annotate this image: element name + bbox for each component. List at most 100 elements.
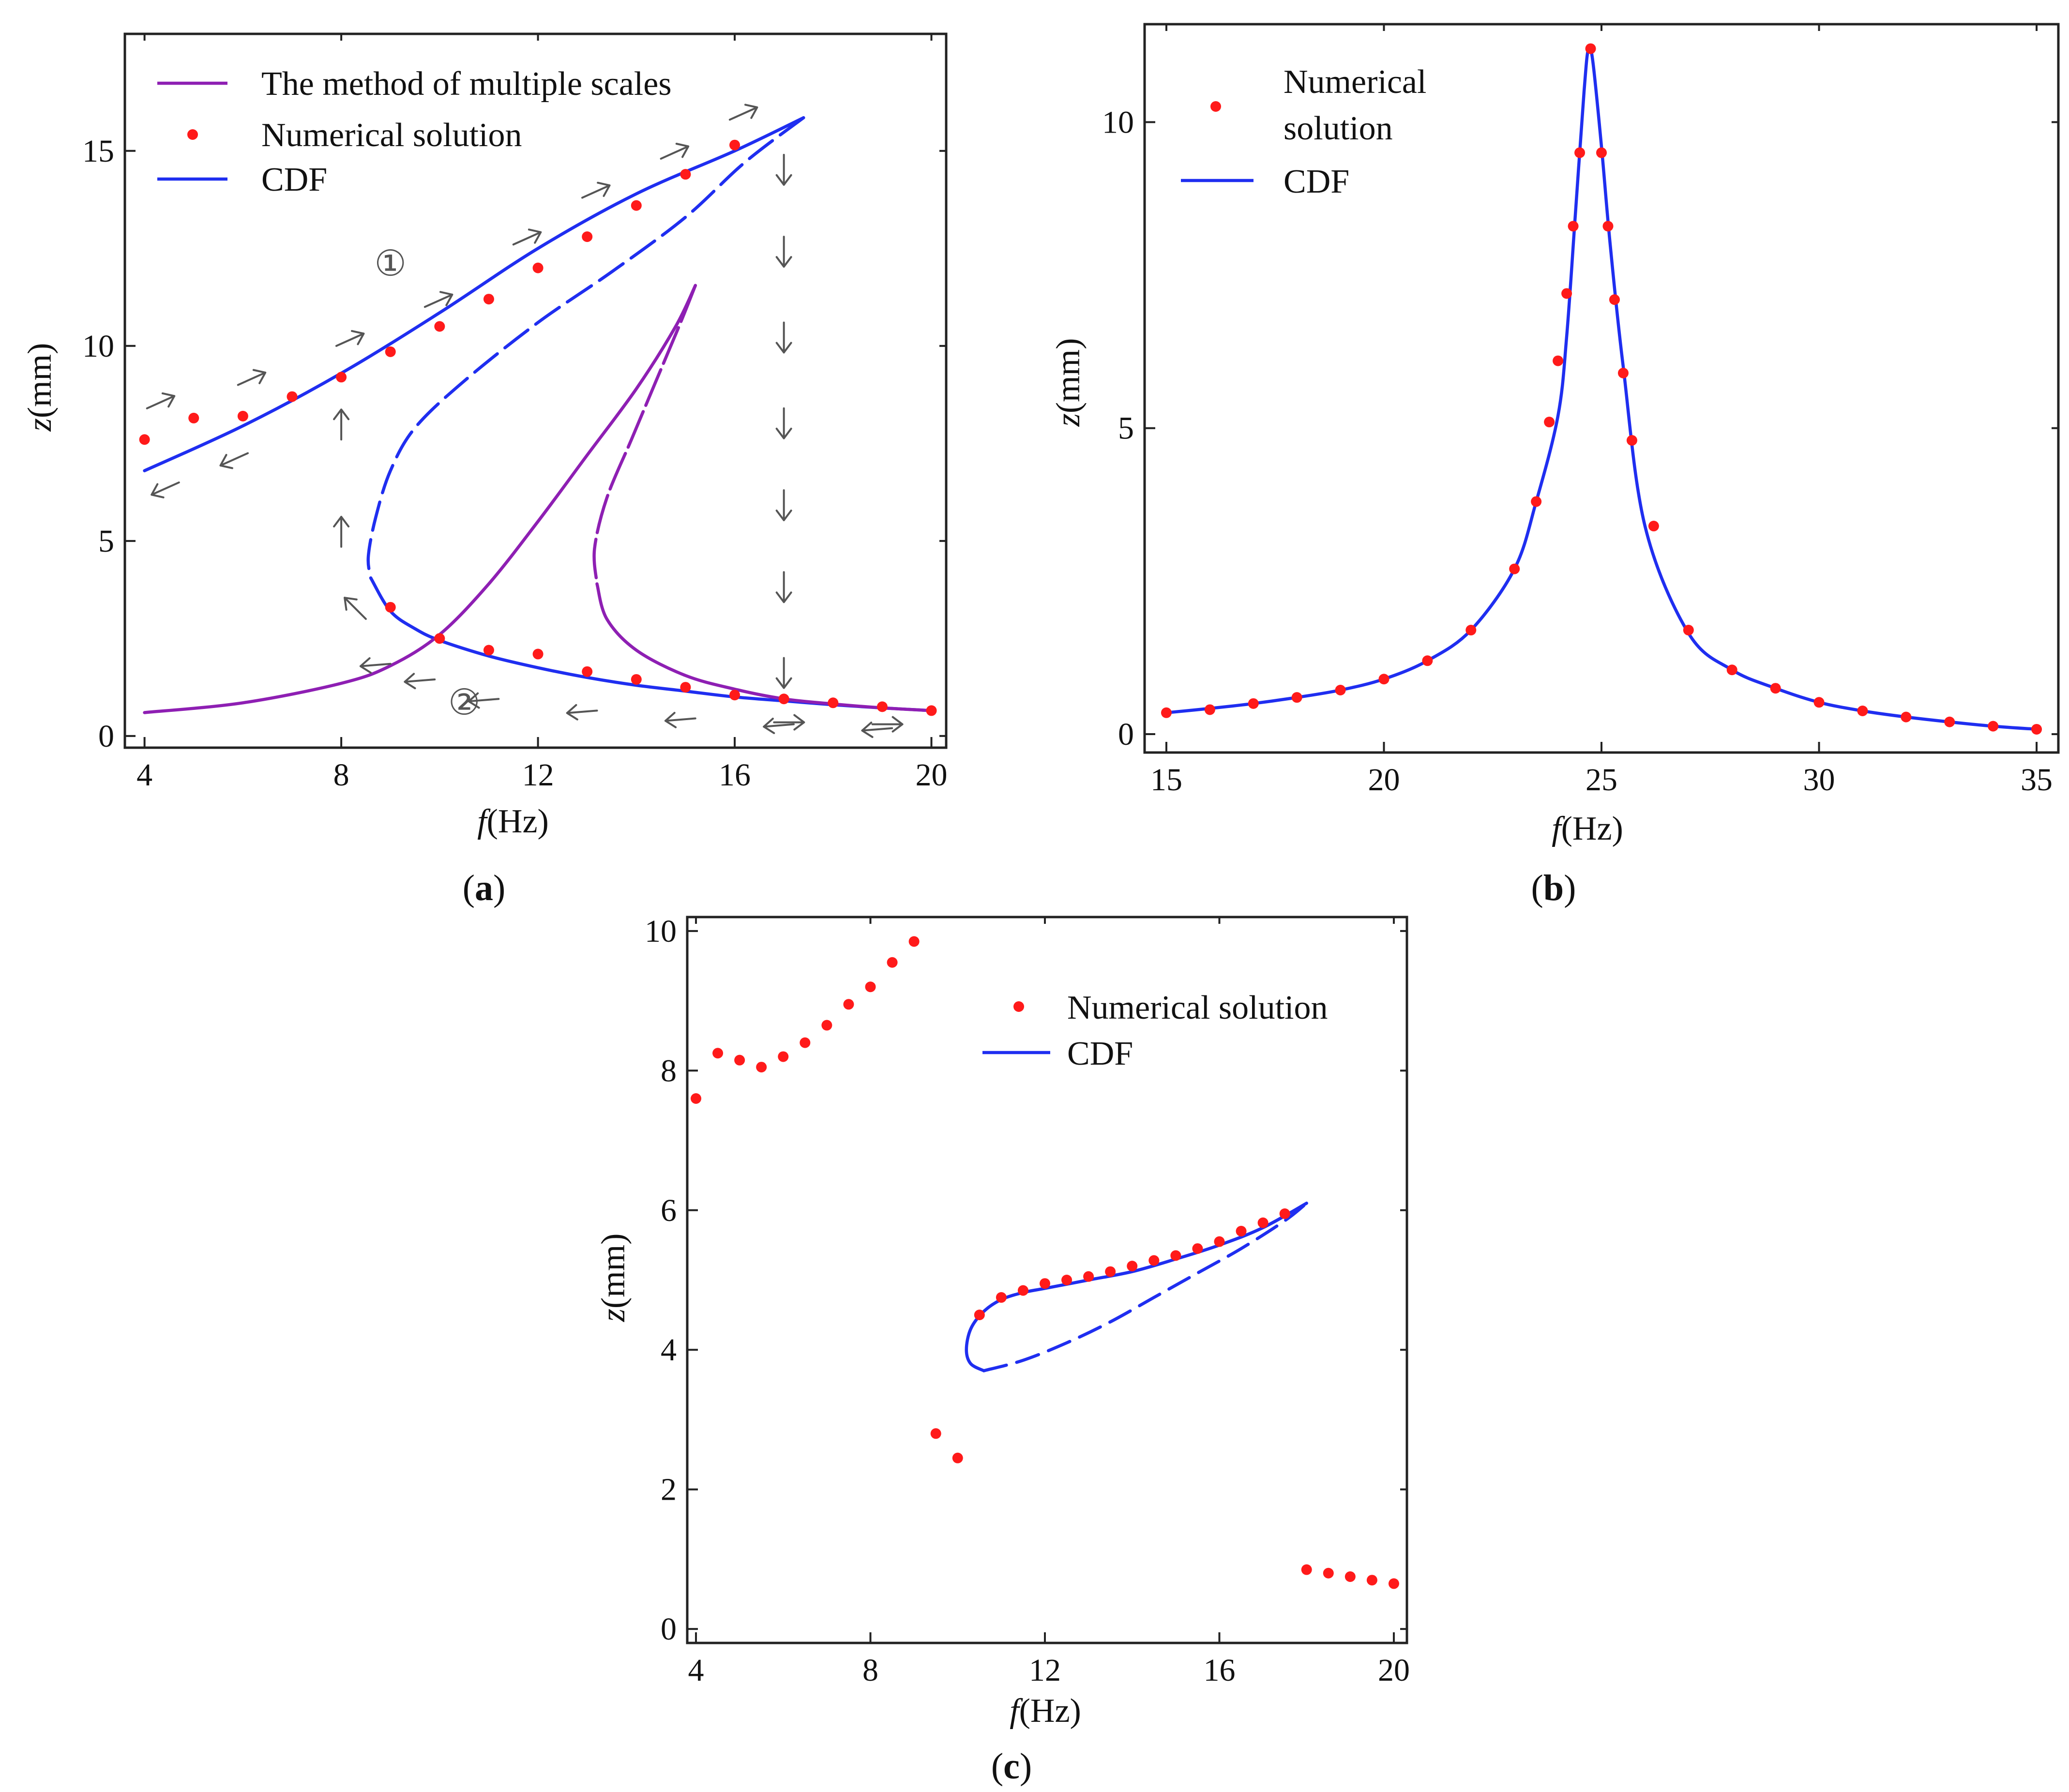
numerical-point (1148, 1255, 1160, 1266)
numerical-point (1568, 221, 1579, 232)
panel-c-ylabel: z(mm) (595, 1234, 632, 1323)
numerical-point (1344, 1571, 1356, 1582)
panel-a-frame (123, 32, 948, 749)
numerical-point (1301, 1564, 1312, 1575)
flow-arrow-icon (219, 452, 249, 469)
x-tick-label: 20 (1378, 1653, 1410, 1688)
flow-arrow-icon (151, 481, 180, 498)
flow-arrow-icon (237, 369, 267, 386)
panel-b-caption-letter: b (1543, 868, 1564, 908)
numerical-point (1602, 221, 1614, 232)
x-tick-label: 20 (1368, 762, 1400, 798)
legend-numerical-swatch (187, 129, 198, 140)
x-tick-label: 30 (1803, 762, 1835, 798)
numerical-point (434, 321, 445, 332)
numerical-point (908, 936, 920, 947)
numerical-point (1626, 435, 1637, 446)
panel-a-ylabel-unit: (mm) (21, 343, 59, 419)
numerical-point (996, 1292, 1007, 1303)
y-tick-label: 10 (82, 329, 114, 364)
numerical-point (631, 200, 642, 211)
panel-a-caption-letter: a (475, 868, 493, 908)
flow-arrow-icon (775, 236, 792, 268)
legend-numerical-swatch (1210, 101, 1221, 112)
numerical-point (843, 999, 854, 1010)
panel-c-caption: (c) (991, 1746, 1032, 1787)
numerical-point (1323, 1567, 1334, 1579)
mms-curve (143, 284, 697, 714)
numerical-point (1017, 1285, 1028, 1296)
numerical-point (1214, 1236, 1225, 1247)
panel-c-ticks: 4 8 12 16 20 0 2 4 6 8 10 (645, 914, 1410, 1688)
numerical-point (680, 169, 691, 180)
numerical-point (778, 693, 789, 705)
x-tick-label: 16 (1203, 1653, 1235, 1688)
panel-b-ticks: 15 20 25 30 35 0 5 10 (1102, 24, 2058, 798)
legend-mms-label: The method of multiple scales (261, 65, 672, 103)
numerical-point (712, 1048, 724, 1059)
legend-numerical-label-line1: Numerical (1284, 63, 1426, 101)
flow-arrow-icon (335, 330, 365, 347)
mms-curve (595, 582, 933, 712)
numerical-point (1105, 1266, 1116, 1277)
panel-b-xlabel: f(Hz) (1552, 810, 1623, 847)
panel-c-xlabel: f(Hz) (1010, 1692, 1081, 1730)
panel-b-ylabel-unit: (mm) (1050, 338, 1087, 414)
branch-2-marker: ② (448, 681, 480, 723)
x-tick-label: 4 (136, 757, 152, 793)
flow-arrow-icon (344, 597, 367, 620)
numerical-point (1770, 683, 1781, 694)
numerical-point (483, 645, 494, 656)
legend-cdf-label: CDF (261, 161, 327, 198)
x-tick-label: 35 (2021, 762, 2053, 798)
x-tick-label: 12 (522, 757, 554, 793)
panel-b-xlabel-unit: (Hz) (1561, 810, 1623, 847)
numerical-point (1561, 288, 1572, 299)
flow-arrow-icon (763, 718, 795, 734)
cdf-curve (982, 1202, 1308, 1372)
numerical-point (952, 1452, 963, 1463)
numerical-point (876, 701, 888, 712)
branch-1-marker: ① (375, 243, 407, 285)
flow-arrow-icon (581, 181, 611, 199)
panel-b-ylabel: z(mm) (1050, 338, 1087, 427)
numerical-point (1422, 655, 1433, 666)
numerical-point (1901, 711, 1912, 723)
flow-arrow-icon (359, 657, 392, 674)
numerical-point (680, 682, 691, 693)
panel-b-plot-area (1161, 43, 2042, 735)
numerical-point (1257, 1217, 1269, 1228)
numerical-point (734, 1054, 745, 1066)
numerical-point (828, 697, 839, 708)
panel-b-ylabel-var: z (1050, 413, 1087, 427)
numerical-point (385, 602, 396, 613)
numerical-point (2031, 723, 2042, 735)
numerical-point (729, 690, 740, 701)
y-tick-label: 2 (661, 1472, 677, 1507)
numerical-point (385, 346, 396, 357)
flow-arrow-icon (773, 714, 805, 731)
numerical-point (483, 294, 494, 305)
flow-arrow-icon (333, 408, 350, 441)
numerical-point (1170, 1250, 1181, 1261)
numerical-point (532, 648, 544, 660)
numerical-point (756, 1062, 767, 1073)
panel-b-legend: Numerical solution CDF (1181, 63, 1426, 200)
x-tick-label: 25 (1586, 762, 1617, 798)
numerical-point (1291, 692, 1302, 703)
panel-c-caption-letter: c (1003, 1746, 1020, 1787)
panel-a-xlabel-unit: (Hz) (487, 803, 549, 840)
numerical-point (631, 674, 642, 685)
numerical-point (1465, 625, 1477, 636)
numerical-point (532, 262, 544, 273)
numerical-point (1683, 625, 1694, 636)
y-tick-label: 10 (645, 914, 677, 949)
y-tick-label: 6 (661, 1193, 677, 1228)
panel-a-xlabel: f(Hz) (477, 803, 549, 840)
numerical-point (691, 1093, 702, 1104)
x-tick-label: 12 (1029, 1653, 1061, 1688)
numerical-point (1335, 685, 1346, 695)
numerical-point (188, 412, 199, 423)
numerical-point (1204, 704, 1215, 715)
